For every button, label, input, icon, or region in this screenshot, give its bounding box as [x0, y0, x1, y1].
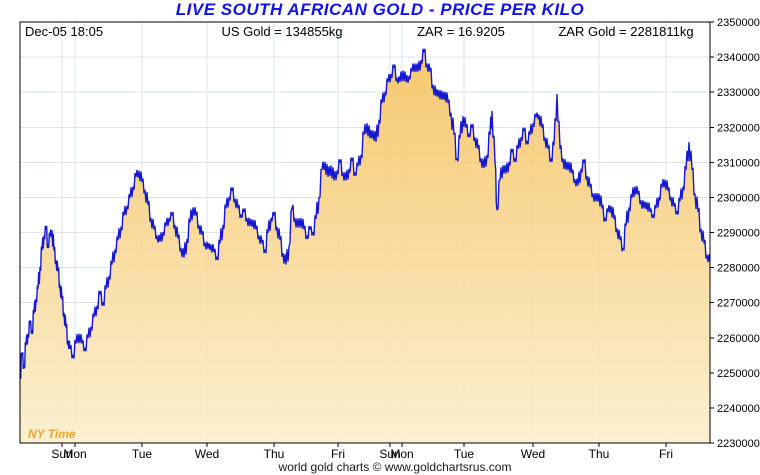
price-area-fill — [20, 49, 710, 443]
y-tick-label: 2240000 — [717, 403, 760, 415]
y-tick-label: 2290000 — [717, 228, 760, 240]
x-tick-label: Mon — [390, 447, 413, 461]
header-zar-rate: ZAR = 16.9205 — [417, 24, 505, 39]
x-tick-label: Thu — [264, 447, 285, 461]
header-us-gold: US Gold = 134855kg — [221, 24, 343, 39]
ny-time-label: NY Time — [28, 427, 76, 441]
x-tick-label: Thu — [589, 447, 610, 461]
x-tick-label: Mon — [63, 447, 86, 461]
x-tick-label: Sun — [51, 447, 72, 461]
y-tick-label: 2280000 — [717, 263, 760, 275]
x-tick-label: Tue — [454, 447, 475, 461]
y-tick-label: 2230000 — [717, 438, 760, 450]
x-tick-label: Sun — [379, 447, 400, 461]
header-datetime: Dec-05 18:05 — [25, 24, 104, 39]
price-line — [19, 48, 711, 380]
y-tick-label: 2250000 — [717, 368, 760, 380]
y-tick-label: 2300000 — [717, 192, 760, 204]
chart-title: LIVE SOUTH AFRICAN GOLD - PRICE PER KILO — [175, 0, 585, 19]
header-zar-gold: ZAR Gold = 2281811kg — [558, 24, 694, 39]
y-tick-label: 2260000 — [717, 333, 760, 345]
x-tick-label: Wed — [521, 447, 545, 461]
y-tick-label: 2320000 — [717, 122, 760, 134]
x-tick-label: Fri — [331, 447, 345, 461]
x-tick-label: Tue — [132, 447, 153, 461]
y-axis: 2350000 2340000 2330000 2320000 2310000 23000… — [710, 17, 760, 450]
y-tick-label: 2340000 — [717, 52, 760, 64]
y-tick-label: 2350000 — [717, 17, 760, 29]
x-tick-label: Fri — [659, 447, 673, 461]
y-tick-label: 2330000 — [717, 87, 760, 99]
y-tick-label: 2310000 — [717, 157, 760, 169]
footer-credit: world gold charts © www.goldchartsrus.co… — [278, 460, 512, 474]
y-tick-label: 2270000 — [717, 298, 760, 310]
x-tick-label: Wed — [195, 447, 219, 461]
